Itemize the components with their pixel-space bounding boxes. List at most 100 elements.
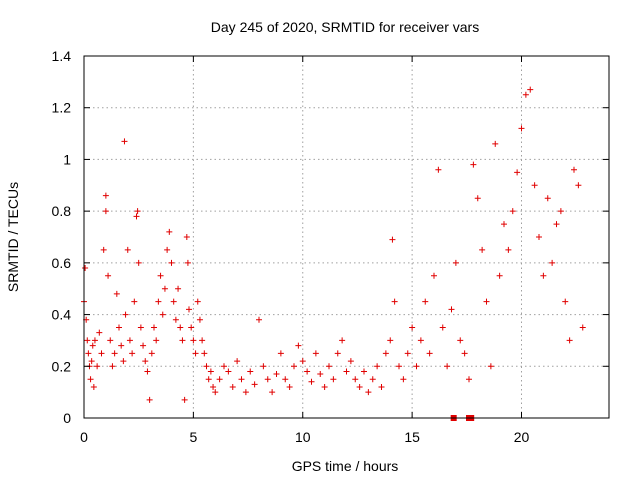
data-point	[334, 350, 341, 357]
data-point	[514, 169, 521, 176]
data-point	[536, 234, 542, 240]
data-point	[277, 350, 284, 357]
data-point	[247, 368, 254, 375]
data-point	[269, 389, 276, 396]
data-point	[151, 324, 157, 331]
data-point	[549, 259, 556, 266]
data-point	[105, 272, 112, 279]
data-point	[157, 272, 164, 279]
data-point	[98, 350, 105, 357]
data-point	[118, 342, 125, 349]
data-point	[400, 376, 407, 383]
data-point	[142, 358, 149, 365]
y-axis-label: SRMTID / TECUs	[5, 182, 21, 292]
data-point	[120, 358, 127, 365]
data-point	[94, 363, 101, 370]
data-point	[201, 350, 208, 357]
data-point	[186, 306, 192, 313]
data-point	[282, 376, 289, 383]
data-point	[192, 350, 199, 357]
data-point	[330, 376, 337, 383]
data-point	[107, 337, 114, 344]
data-point	[286, 383, 293, 390]
data-point	[496, 272, 503, 279]
data-point	[234, 358, 241, 365]
data-point	[317, 371, 324, 378]
data-point	[122, 311, 129, 318]
data-point	[413, 363, 420, 370]
data-point	[188, 324, 195, 331]
data-point	[91, 337, 98, 344]
data-point	[181, 396, 188, 403]
data-point	[382, 350, 389, 357]
data-point	[210, 383, 217, 390]
data-point	[448, 306, 455, 313]
data-point	[82, 265, 89, 272]
x-tick-label: 10	[295, 429, 311, 445]
data-point	[229, 383, 236, 390]
data-point	[146, 396, 153, 403]
data-point	[404, 350, 411, 357]
data-point	[96, 329, 103, 336]
data-point	[540, 272, 547, 279]
data-point	[326, 363, 332, 370]
data-point	[374, 363, 381, 370]
data-point	[291, 363, 297, 370]
data-point	[170, 298, 177, 305]
data-point	[474, 195, 481, 202]
data-point	[121, 138, 128, 145]
data-point	[518, 125, 525, 132]
x-tick-label: 5	[189, 429, 197, 445]
data-point	[225, 368, 232, 375]
data-point	[369, 376, 376, 383]
data-point	[426, 350, 433, 357]
data-point	[216, 376, 223, 383]
y-tick-label: 1.2	[52, 100, 72, 116]
data-point	[161, 285, 168, 292]
data-point	[387, 337, 394, 344]
data-point	[562, 298, 569, 305]
data-point	[116, 324, 122, 331]
data-point	[102, 192, 109, 199]
data-point	[509, 208, 516, 215]
data-point	[431, 272, 437, 279]
data-point	[88, 358, 95, 365]
data-point	[378, 383, 385, 390]
data-point	[527, 86, 534, 93]
data-point	[483, 298, 490, 305]
x-axis-label: GPS time / hours	[292, 458, 399, 474]
data-point	[184, 259, 191, 266]
data-point	[221, 363, 227, 370]
data-point	[203, 363, 210, 370]
data-point	[396, 363, 402, 370]
data-point	[522, 91, 529, 98]
data-point	[391, 298, 398, 305]
data-point	[137, 324, 144, 331]
data-point	[251, 381, 258, 388]
data-point	[479, 246, 486, 253]
data-point	[343, 368, 350, 375]
x-tick-label: 20	[514, 429, 530, 445]
y-tick-label: 0.2	[52, 358, 72, 374]
data-point	[553, 221, 560, 228]
data-point	[194, 298, 201, 305]
tick-labels: 0 5 10 15 20 0 0.2 0.4 0.6 0.8 1 1.2 1.4	[52, 48, 530, 445]
data-point	[312, 350, 319, 357]
y-tick-label: 0.6	[52, 255, 72, 271]
data-point	[256, 316, 262, 323]
data-point	[212, 389, 219, 396]
data-point	[126, 337, 133, 344]
data-point	[111, 350, 118, 357]
data-point	[260, 363, 267, 370]
data-point	[238, 376, 245, 383]
axis-ticks	[83, 55, 609, 419]
data-point	[457, 337, 464, 344]
data-point	[85, 350, 92, 357]
data-point	[100, 246, 107, 253]
data-point	[304, 368, 311, 375]
data-point	[153, 337, 160, 344]
data-point	[140, 342, 147, 349]
y-tick-label: 1	[63, 151, 71, 167]
data-point	[321, 383, 328, 390]
plot-frame	[83, 55, 610, 419]
